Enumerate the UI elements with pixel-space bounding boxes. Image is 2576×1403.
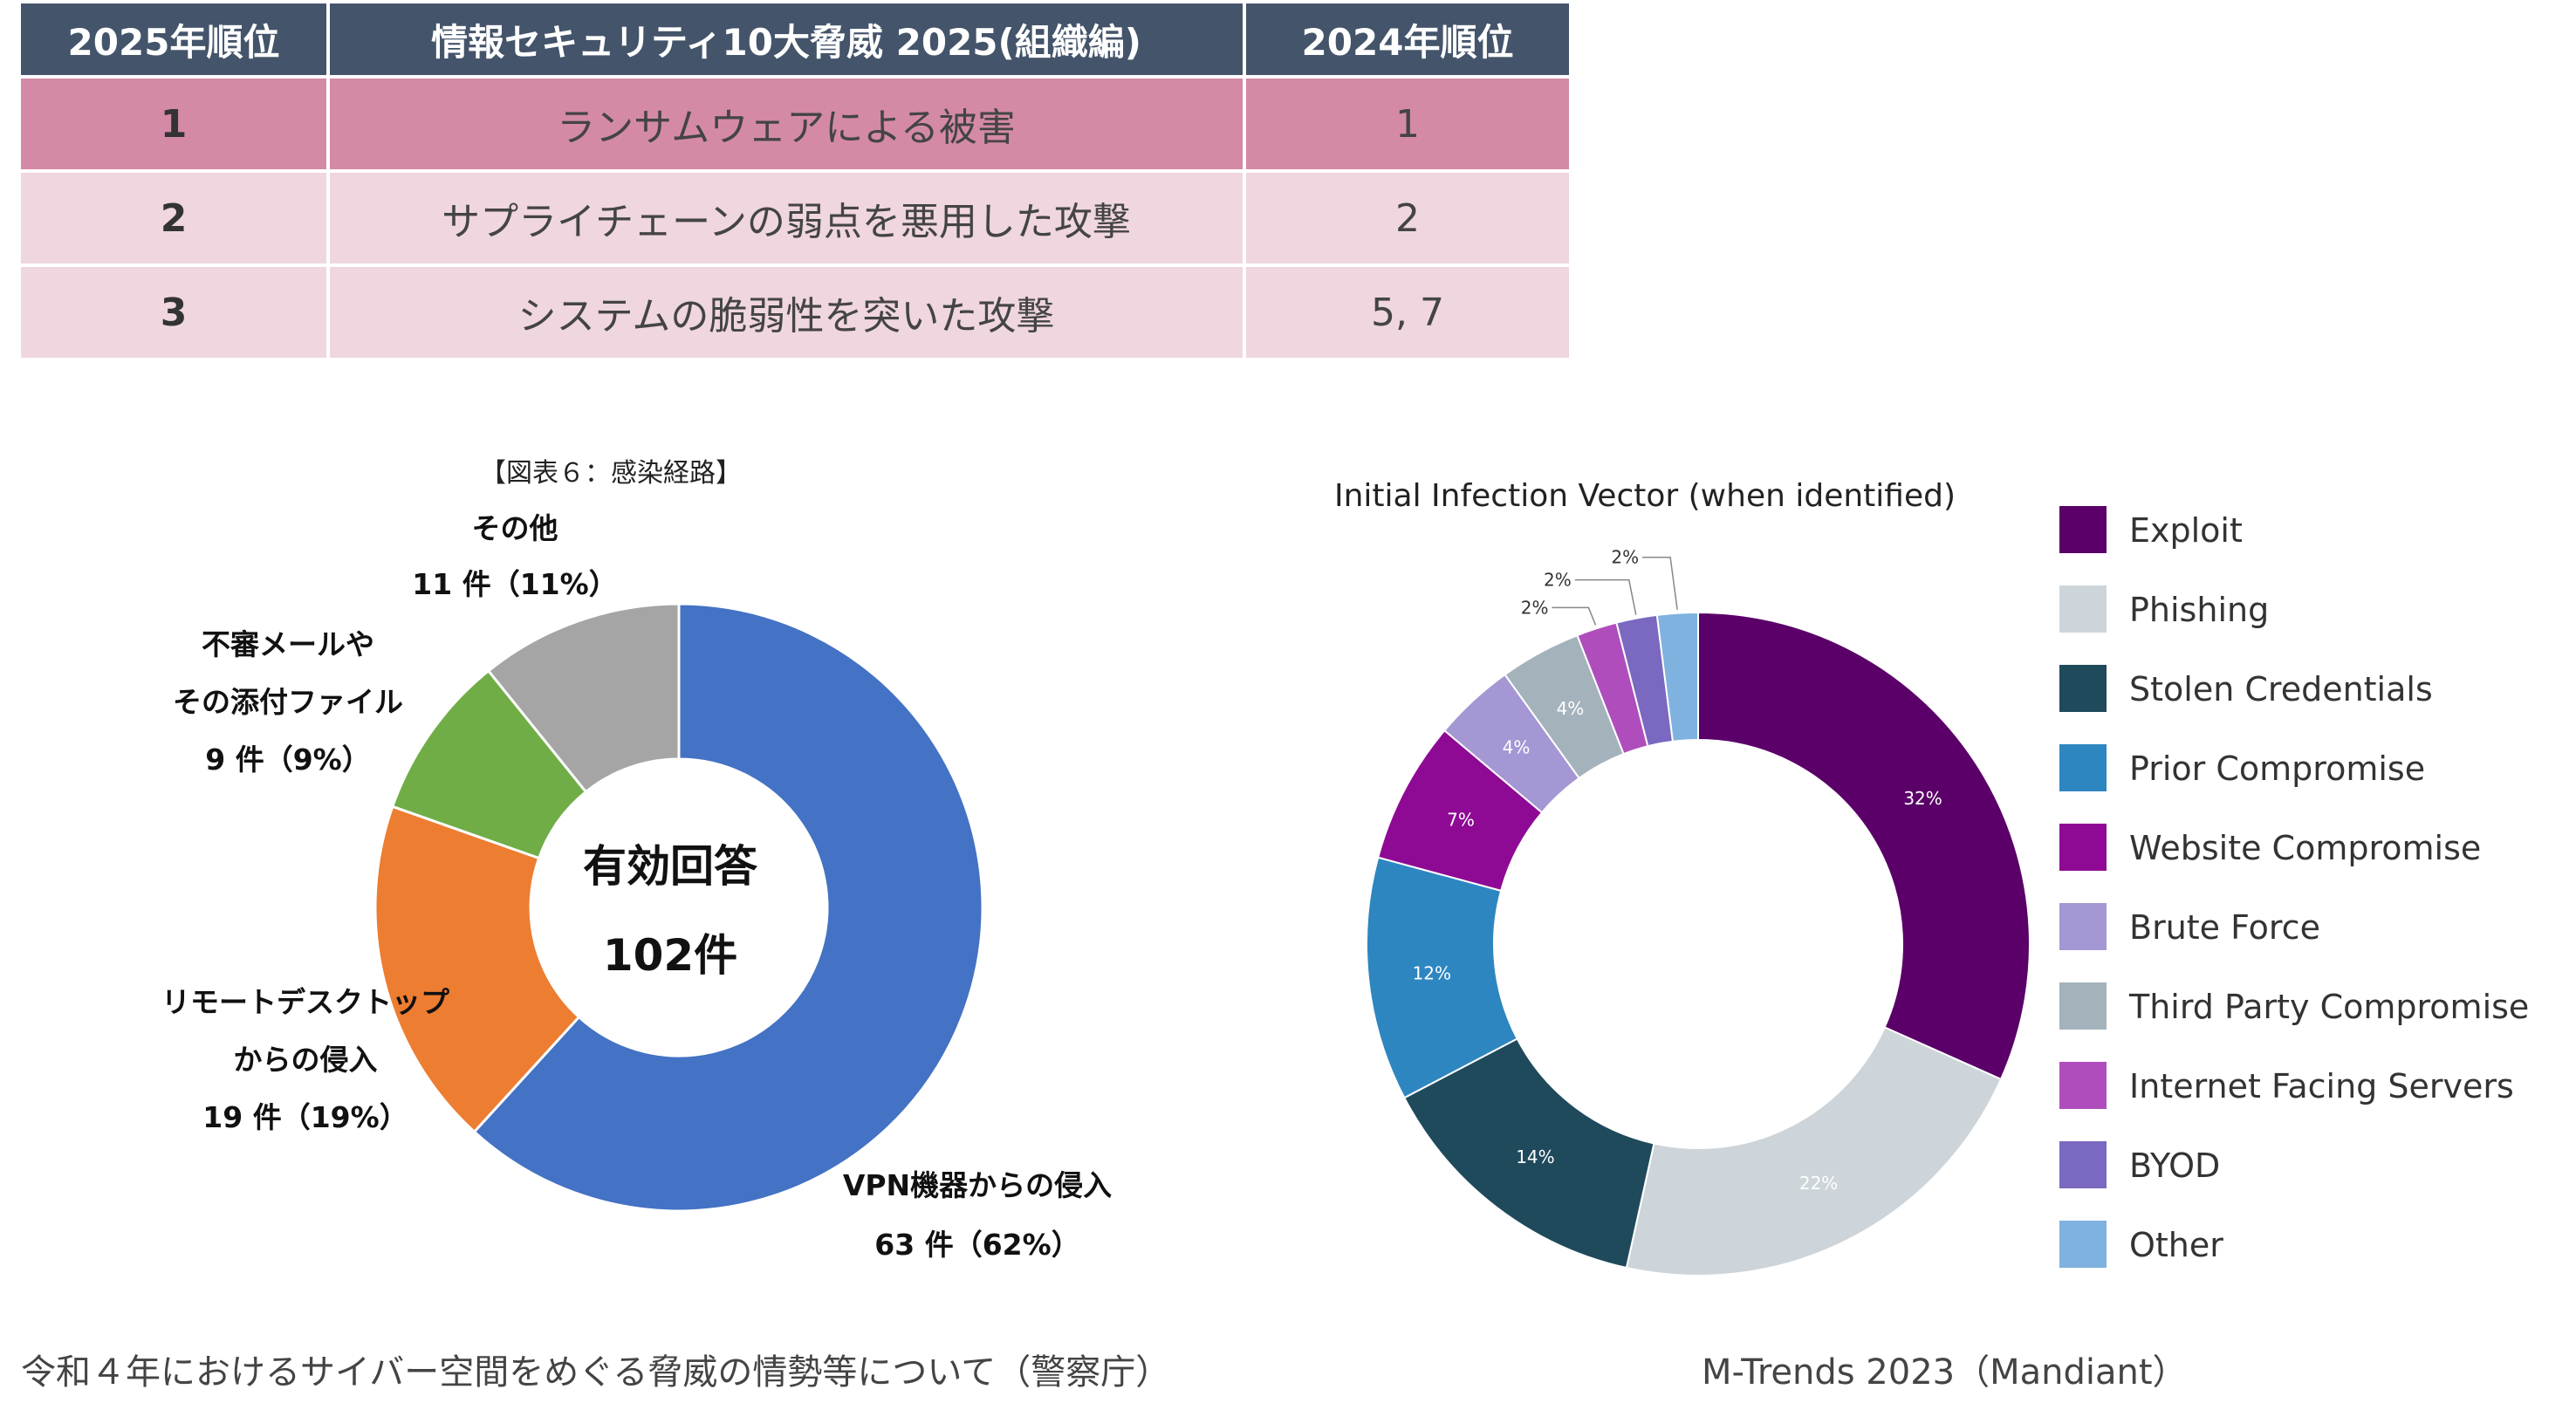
legend-swatch (2059, 824, 2107, 871)
legend-label: Prior Compromise (2129, 749, 2426, 788)
legend-item: Exploit (2059, 506, 2548, 555)
threat-ranking-table: 2025年順位 情報セキュリティ10大脅威 2025(組織編) 2024年順位 … (17, 0, 1572, 361)
prev-rank-cell: 5, 7 (1246, 267, 1569, 358)
slice-value-label: 2% (1611, 547, 1639, 568)
source-mandiant: M-Trends 2023（Mandiant） (1702, 1352, 2188, 1393)
slice-value-label: 2% (1521, 597, 1549, 618)
legend-label: Other (2129, 1226, 2223, 1264)
legend-label: Exploit (2129, 511, 2243, 550)
threat-cell: サプライチェーンの弱点を悪用した攻撃 (330, 173, 1243, 263)
slice-value-label: 12% (1413, 962, 1451, 983)
legend-item: Internet Facing Servers (2059, 1062, 2548, 1111)
center-label: 有効回答 (583, 841, 758, 892)
donut-slice (1655, 611, 1699, 743)
slice-label: 63 件（62%） (874, 1228, 1079, 1262)
legend-swatch (2059, 1062, 2107, 1109)
slice-label: 11 件（11%） (412, 567, 617, 601)
source-npa: 令和４年におけるサイバー空間をめぐる脅威の情勢等について（警察庁） (21, 1352, 1171, 1393)
legend-label: Website Compromise (2129, 829, 2482, 867)
table-row: 3 システムの脆弱性を突いた攻撃 5, 7 (21, 267, 1569, 358)
donut-slice (1697, 611, 2031, 1081)
slice-label: 9 件（9%） (205, 743, 370, 777)
prev-rank-cell: 2 (1246, 173, 1569, 263)
legend-swatch (2059, 982, 2107, 1030)
legend-item: BYOD (2059, 1141, 2548, 1190)
chart-title: Initial Infection Vector (when identifie… (1334, 478, 1956, 514)
leader-line (1574, 578, 1637, 615)
header-2024-rank: 2024年順位 (1246, 3, 1569, 75)
legend-label: Brute Force (2129, 908, 2320, 947)
slice-value-label: 32% (1903, 788, 1942, 809)
legend-item: Third Party Compromise (2059, 982, 2548, 1031)
donut-slice (373, 804, 581, 1134)
legend-swatch (2059, 665, 2107, 712)
legend-item: Prior Compromise (2059, 744, 2548, 793)
donut-slice (1625, 1026, 2003, 1276)
legend-item: Brute Force (2059, 903, 2548, 952)
threat-cell: ランサムウェアによる被害 (330, 79, 1243, 169)
donut-slice (472, 602, 984, 1213)
donut-slice (486, 602, 681, 794)
legend-label: Third Party Compromise (2129, 988, 2530, 1026)
initial-infection-vector-donut-chart: Initial Infection Vector (when identifie… (1334, 478, 2031, 1276)
legend-swatch (2059, 903, 2107, 950)
legend-item: Other (2059, 1221, 2548, 1270)
chart-title: 【図表６：感染経路】 (480, 458, 742, 489)
table-header-row: 2025年順位 情報セキュリティ10大脅威 2025(組織編) 2024年順位 (21, 3, 1569, 75)
table-row: 1 ランサムウェアによる被害 1 (21, 79, 1569, 169)
header-2025-rank: 2025年順位 (21, 3, 326, 75)
slice-value-label: 2% (1544, 570, 1572, 591)
rank-cell: 3 (21, 267, 326, 358)
infection-route-donut-chart: 【図表６：感染経路】有効回答 102件 VPN機器からの侵入 63 件（62%） リモー… (161, 458, 1112, 1262)
donut-slice (1402, 1037, 1655, 1270)
slice-label: リモートデスクトップ (161, 985, 450, 1019)
legend-label: Phishing (2129, 591, 2270, 629)
legend-item: Website Compromise (2059, 824, 2548, 873)
slice-label: 不審メールや (202, 627, 374, 661)
legend-swatch (2059, 744, 2107, 791)
slice-value-label: 7% (1447, 810, 1475, 831)
table-row: 2 サプライチェーンの弱点を悪用した攻撃 2 (21, 173, 1569, 263)
legend-label: Internet Facing Servers (2129, 1067, 2514, 1105)
legend-swatch (2059, 1221, 2107, 1268)
leader-line (1642, 556, 1678, 610)
legend-label: BYOD (2129, 1146, 2221, 1185)
slice-value-label: 14% (1516, 1146, 1554, 1167)
slice-value-label: 22% (1799, 1173, 1838, 1194)
threat-cell: システムの脆弱性を突いた攻撃 (330, 267, 1243, 358)
legend-swatch (2059, 506, 2107, 553)
leader-line (1552, 606, 1597, 626)
legend-label: Stolen Credentials (2129, 670, 2433, 708)
slice-label: VPN機器からの侵入 (843, 1168, 1112, 1202)
prev-rank-cell: 1 (1246, 79, 1569, 169)
legend-swatch (2059, 585, 2107, 633)
rank-cell: 1 (21, 79, 326, 169)
slice-label: その添付ファイル (173, 685, 403, 719)
legend-item: Phishing (2059, 585, 2548, 634)
slice-label: その他 (472, 511, 558, 545)
slice-value-label: 4% (1557, 698, 1585, 719)
slice-label: 19 件（19%） (202, 1100, 408, 1134)
center-label: 102件 (603, 930, 737, 981)
slice-value-label: 4% (1503, 737, 1531, 758)
header-threat: 情報セキュリティ10大脅威 2025(組織編) (330, 3, 1243, 75)
rank-cell: 2 (21, 173, 326, 263)
legend-swatch (2059, 1141, 2107, 1188)
slice-label: からの侵入 (234, 1043, 378, 1077)
legend-item: Stolen Credentials (2059, 665, 2548, 714)
